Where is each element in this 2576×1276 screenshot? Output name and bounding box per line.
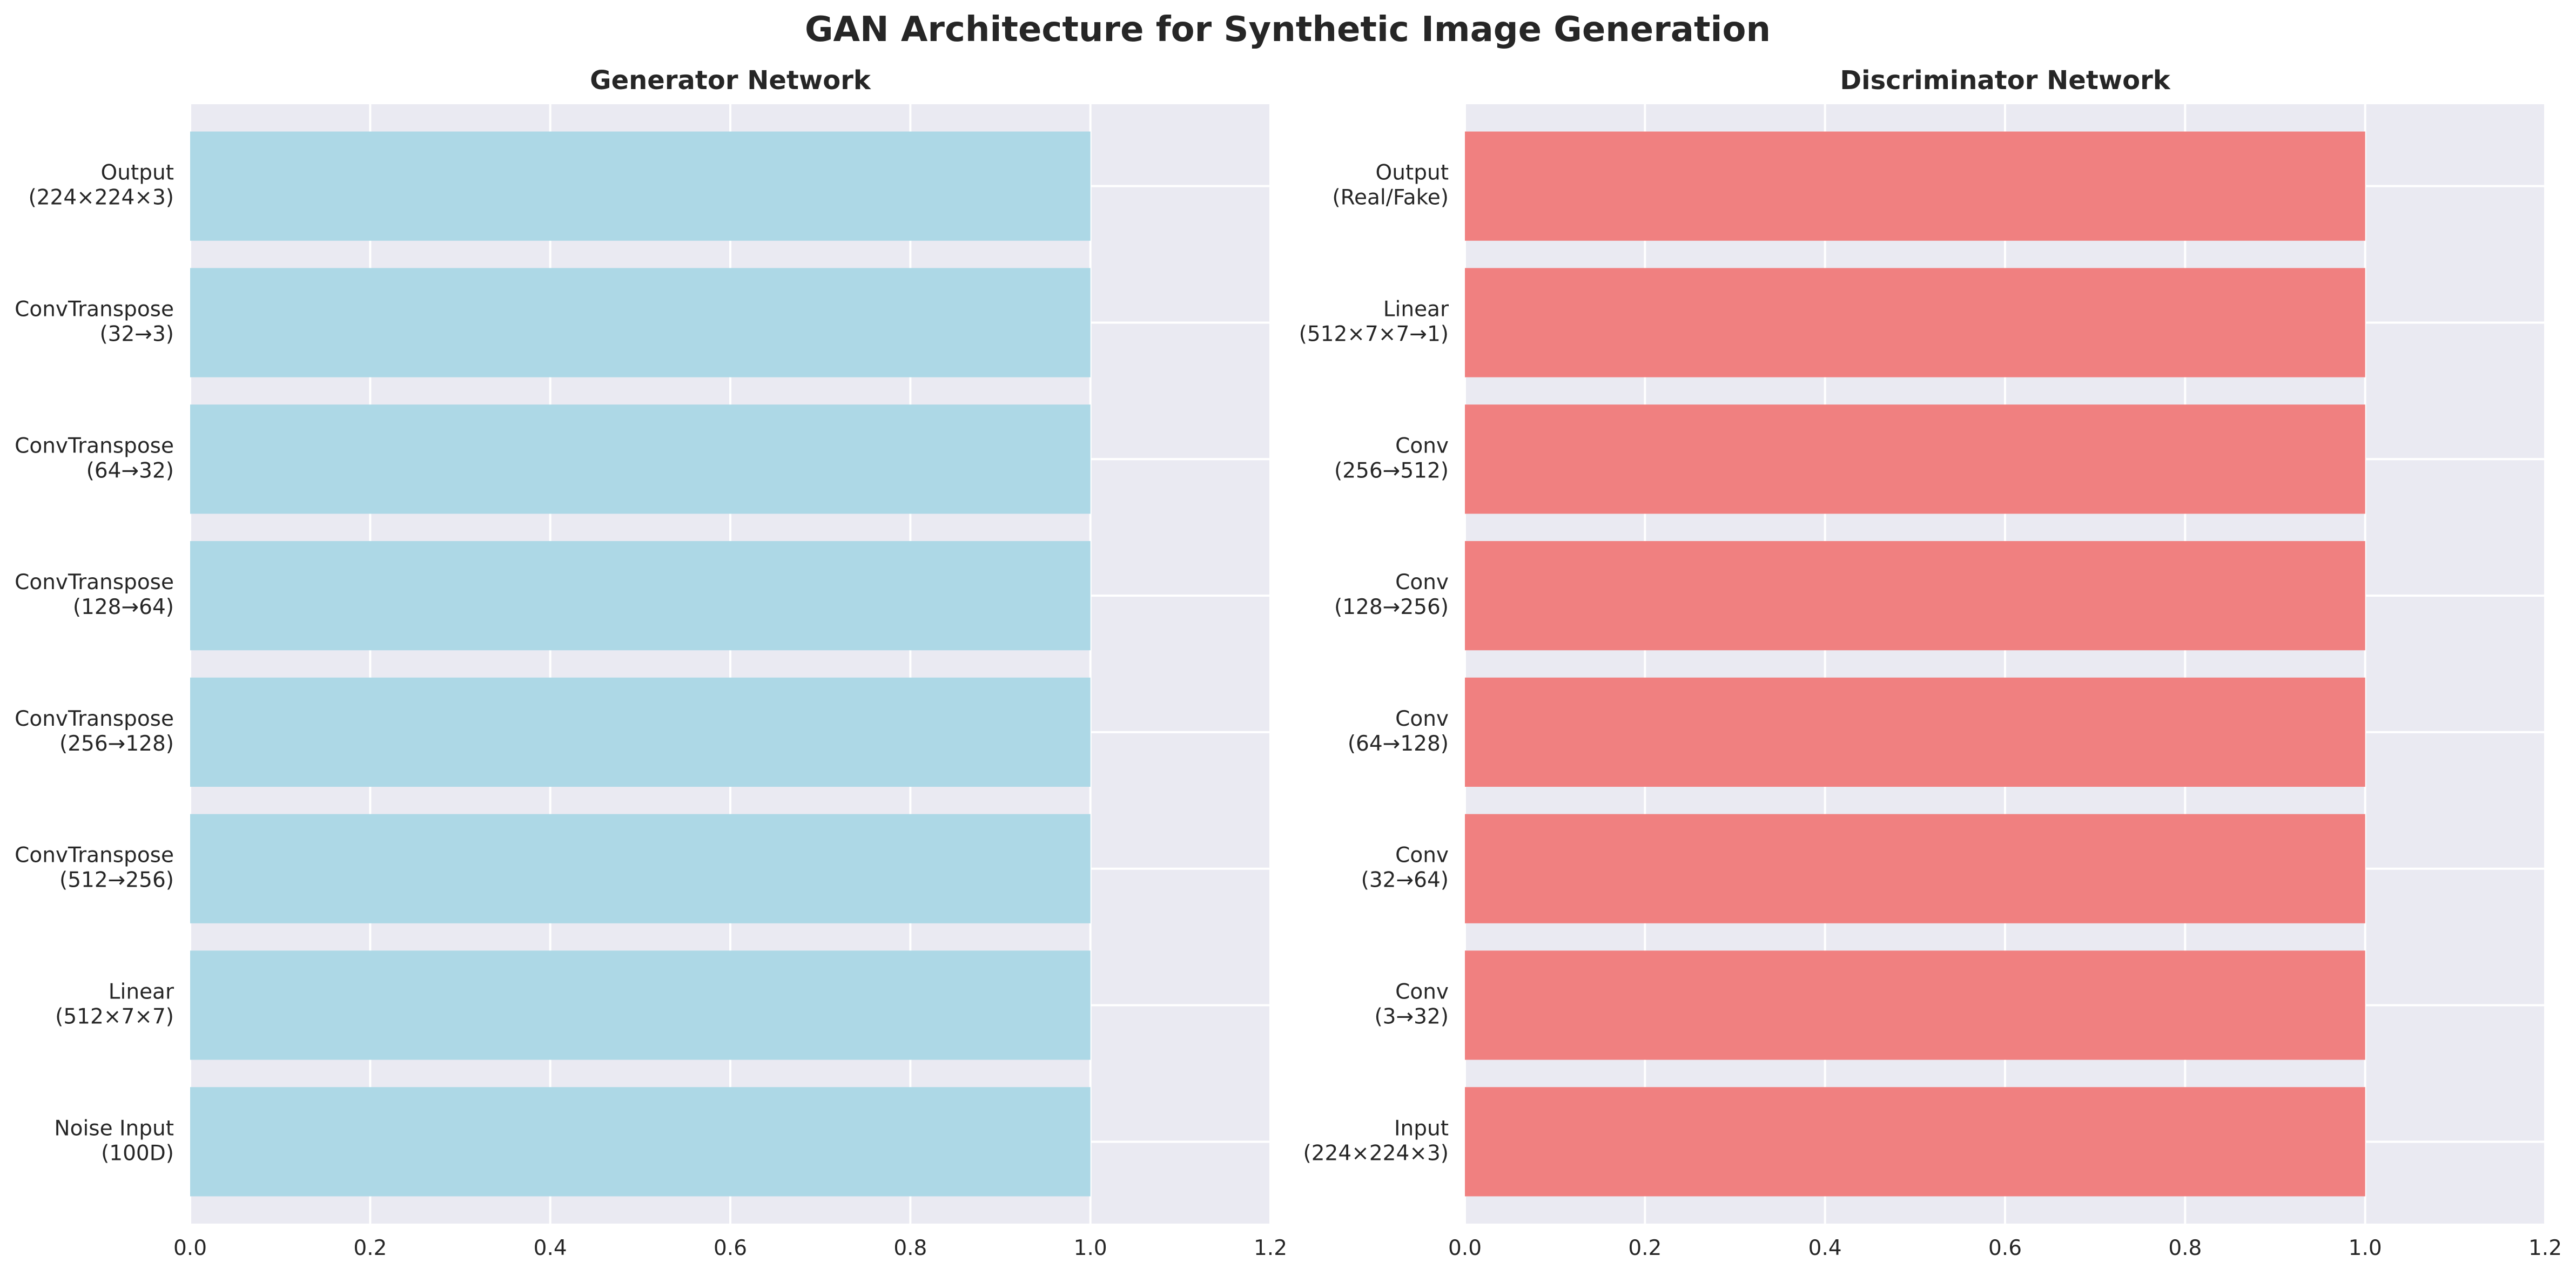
generator-bar xyxy=(190,131,1091,241)
discriminator-ytick-label: Conv (3→32) xyxy=(1374,980,1449,1029)
generator-bar xyxy=(190,541,1091,651)
generator-bar xyxy=(190,677,1091,787)
generator-xtick-label: 0.6 xyxy=(714,1236,747,1260)
discriminator-xtick-label: 0.6 xyxy=(1988,1236,2022,1260)
discriminator-xtick-label: 0.0 xyxy=(1448,1236,1482,1260)
figure-title: GAN Architecture for Synthetic Image Gen… xyxy=(805,10,1771,50)
generator-xtick-label: 0.8 xyxy=(893,1236,927,1260)
generator-bar xyxy=(190,950,1091,1060)
generator-ytick-label: ConvTranspose (256→128) xyxy=(15,707,174,756)
generator-ytick-label: Output (224×224×3) xyxy=(29,161,174,210)
generator-xtick-label: 1.0 xyxy=(1074,1236,1107,1260)
discriminator-bar xyxy=(1465,268,2365,377)
generator-title: Generator Network xyxy=(590,65,871,96)
generator-xtick-label: 0.0 xyxy=(173,1236,207,1260)
discriminator-bar xyxy=(1465,677,2365,787)
discriminator-bar xyxy=(1465,814,2365,923)
discriminator-xtick-label: 0.8 xyxy=(2168,1236,2202,1260)
discriminator-title: Discriminator Network xyxy=(1840,65,2170,96)
generator-bar xyxy=(190,404,1091,514)
discriminator-bar xyxy=(1465,131,2365,241)
discriminator-ytick-label: Conv (64→128) xyxy=(1348,707,1449,756)
discriminator-panel: Discriminator Network Input (224×224×3) Con… xyxy=(1299,65,2562,1260)
generator-ytick-label: ConvTranspose (32→3) xyxy=(15,297,174,346)
generator-bar xyxy=(190,268,1091,377)
generator-ytick-label: Linear (512×7×7) xyxy=(55,980,174,1029)
discriminator-bar xyxy=(1465,541,2365,651)
generator-xtick-label: 0.2 xyxy=(353,1236,387,1260)
generator-panel: Generator Network Noise Input (100D) Linear… xyxy=(15,65,1287,1260)
discriminator-xtick-label: 0.4 xyxy=(1808,1236,1842,1260)
discriminator-ytick-label: Conv (32→64) xyxy=(1361,843,1449,893)
discriminator-xtick-label: 1.2 xyxy=(2528,1236,2562,1260)
generator-ytick-label: Noise Input (100D) xyxy=(54,1116,174,1165)
generator-ytick-label: ConvTranspose (128→64) xyxy=(15,570,174,619)
discriminator-ytick-label: Linear (512×7×7→1) xyxy=(1299,297,1449,346)
discriminator-bar xyxy=(1465,1087,2365,1197)
discriminator-bar xyxy=(1465,404,2365,514)
discriminator-ytick-label: Output (Real/Fake) xyxy=(1332,161,1449,210)
generator-ytick-label: ConvTranspose (64→32) xyxy=(15,434,174,483)
generator-xtick-label: 0.4 xyxy=(534,1236,567,1260)
discriminator-ytick-label: Conv (128→256) xyxy=(1334,570,1449,619)
discriminator-bar xyxy=(1465,950,2365,1060)
discriminator-xtick-label: 0.2 xyxy=(1628,1236,1662,1260)
discriminator-ytick-label: Input (224×224×3) xyxy=(1303,1116,1449,1165)
generator-xtick-label: 1.2 xyxy=(1254,1236,1287,1260)
discriminator-ytick-label: Conv (256→512) xyxy=(1334,434,1449,483)
generator-bar xyxy=(190,1087,1091,1197)
generator-bar xyxy=(190,814,1091,923)
discriminator-xtick-label: 1.0 xyxy=(2349,1236,2382,1260)
generator-ytick-label: ConvTranspose (512→256) xyxy=(15,843,174,893)
